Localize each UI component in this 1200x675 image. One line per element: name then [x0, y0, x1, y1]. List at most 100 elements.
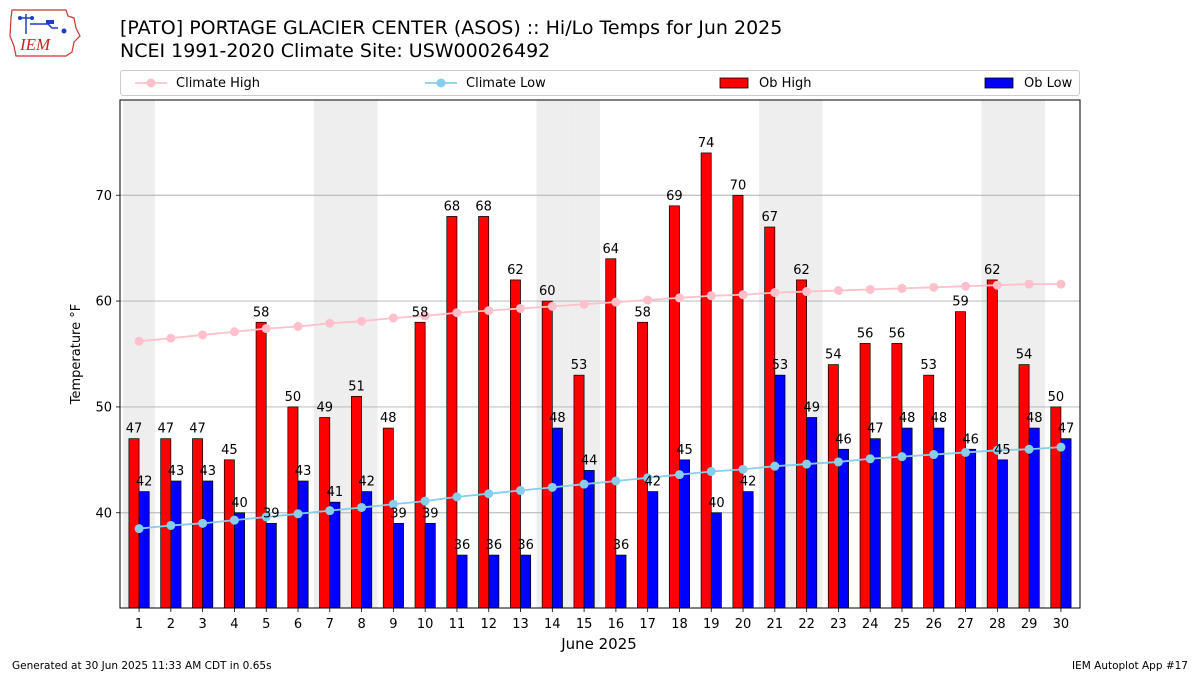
ob-high-bar: [891, 343, 903, 609]
ob-high-value-label: 50: [285, 390, 302, 405]
ob-low-bar: [806, 417, 818, 609]
ob-low-value-label: 47: [867, 422, 884, 437]
climate-low-point: [897, 452, 907, 462]
ob-high-bar: [573, 374, 585, 609]
climate-low-point: [166, 520, 176, 530]
climate-high-point: [738, 290, 748, 300]
ob-low-value-label: 48: [899, 411, 916, 426]
ob-low-bar: [488, 554, 500, 609]
ob-low-value-label: 36: [454, 538, 471, 553]
ob-high-bar: [955, 311, 966, 609]
ob-high-value-label: 58: [412, 305, 429, 320]
x-tick-label: 19: [703, 617, 720, 632]
x-tick-label: 4: [230, 617, 238, 632]
legend-swatch-climate-low: [425, 78, 457, 88]
ob-high-bar: [287, 406, 299, 609]
ob-high-value-label: 53: [920, 358, 937, 373]
climate-low-point: [420, 496, 430, 506]
ob-high-value-label: 51: [348, 379, 365, 394]
ob-low-value-label: 48: [549, 411, 566, 426]
ob-low-bar: [456, 554, 468, 609]
ob-high-value-label: 47: [189, 422, 206, 437]
legend-item-ob-high: Ob High: [719, 71, 812, 95]
legend-swatch-ob-low: [984, 77, 1014, 89]
ob-high-bar: [1050, 406, 1062, 609]
ob-high-bar: [541, 300, 553, 609]
climate-low-point: [929, 450, 939, 460]
climate-high-point: [579, 299, 589, 309]
x-tick-label: 24: [862, 617, 879, 632]
ob-low-bar: [997, 459, 1008, 609]
climate-high-point: [547, 301, 557, 311]
climate-high-point: [992, 280, 1002, 290]
climate-low-point: [516, 486, 526, 496]
y-tick-label: 60: [95, 295, 112, 310]
climate-high-point: [484, 306, 494, 316]
ob-high-value-label: 62: [507, 263, 524, 278]
climate-low-point: [484, 489, 494, 499]
ob-low-value-label: 44: [581, 453, 598, 468]
x-tick-label: 28: [989, 617, 1006, 632]
weekend-bands: [123, 100, 1046, 608]
ob-high-value-label: 67: [761, 210, 778, 225]
climate-high-point: [388, 313, 398, 323]
ob-low-bar: [234, 512, 245, 609]
climate-low-point: [134, 524, 144, 534]
climate-low-point: [388, 499, 398, 509]
ob-low-bar: [615, 554, 627, 609]
chart-title: [PATO] PORTAGE GLACIER CENTER (ASOS) :: …: [120, 17, 783, 39]
ob-low-value-label: 41: [327, 485, 344, 500]
ob-low-bar: [329, 501, 341, 609]
climate-high-point: [802, 287, 812, 297]
ob-high-value-label: 59: [952, 295, 969, 310]
ob-low-bar: [774, 374, 786, 609]
ob-high-value-label: 54: [825, 348, 842, 363]
ob-low-bar: [520, 554, 532, 609]
climate-high-point: [357, 316, 367, 326]
ob-high-value-label: 69: [666, 189, 683, 204]
legend-item-climate-high: Climate High: [134, 71, 260, 95]
climate-low-point: [325, 506, 335, 516]
y-tick-label: 40: [95, 506, 112, 521]
climate-low-point: [833, 457, 843, 467]
x-tick-label: 8: [357, 617, 365, 632]
ob-low-value-label: 49: [803, 401, 820, 416]
climate-low-point: [293, 509, 303, 519]
x-tick-label: 16: [608, 617, 625, 632]
x-tick-label: 13: [512, 617, 529, 632]
x-tick-label: 3: [199, 617, 207, 632]
ob-low-value-label: 40: [708, 496, 725, 511]
ob-high-value-label: 64: [603, 242, 620, 257]
ob-high-value-label: 45: [221, 443, 238, 458]
climate-low-line: [138, 446, 1061, 530]
ob-high-value-label: 47: [158, 422, 175, 437]
legend-label-climate-high: Climate High: [176, 75, 261, 91]
climate-low-point: [770, 461, 780, 471]
climate-high-point: [674, 293, 684, 303]
ob-low-bar: [742, 491, 754, 609]
climate-high-point: [166, 333, 176, 343]
ob-high-bar: [414, 321, 426, 609]
climate-low-point: [706, 466, 716, 476]
climate-high-point: [897, 283, 907, 293]
legend-item-ob-low: Ob Low: [984, 71, 1072, 95]
climate-low-point: [229, 515, 239, 525]
legend-label-climate-low: Climate Low: [466, 75, 546, 91]
x-tick-label: 26: [926, 617, 943, 632]
ob-low-bar: [265, 522, 277, 609]
ob-low-bar: [393, 522, 404, 609]
ob-low-value-label: 39: [390, 506, 407, 521]
climate-high-line: [138, 283, 1061, 343]
climate-low-point: [1056, 442, 1066, 452]
ob-high-value-label: 74: [698, 136, 715, 151]
ob-low-value-label: 42: [644, 475, 661, 490]
ob-high-value-label: 70: [730, 178, 747, 193]
ob-low-value-label: 48: [931, 411, 948, 426]
legend-label-ob-low: Ob Low: [1024, 75, 1073, 91]
ob-low-value-label: 42: [358, 475, 375, 490]
ob-high-bar: [859, 343, 871, 609]
climate-high-point: [229, 327, 239, 337]
climate-low-point: [643, 473, 653, 483]
climate-high-point: [643, 295, 653, 305]
